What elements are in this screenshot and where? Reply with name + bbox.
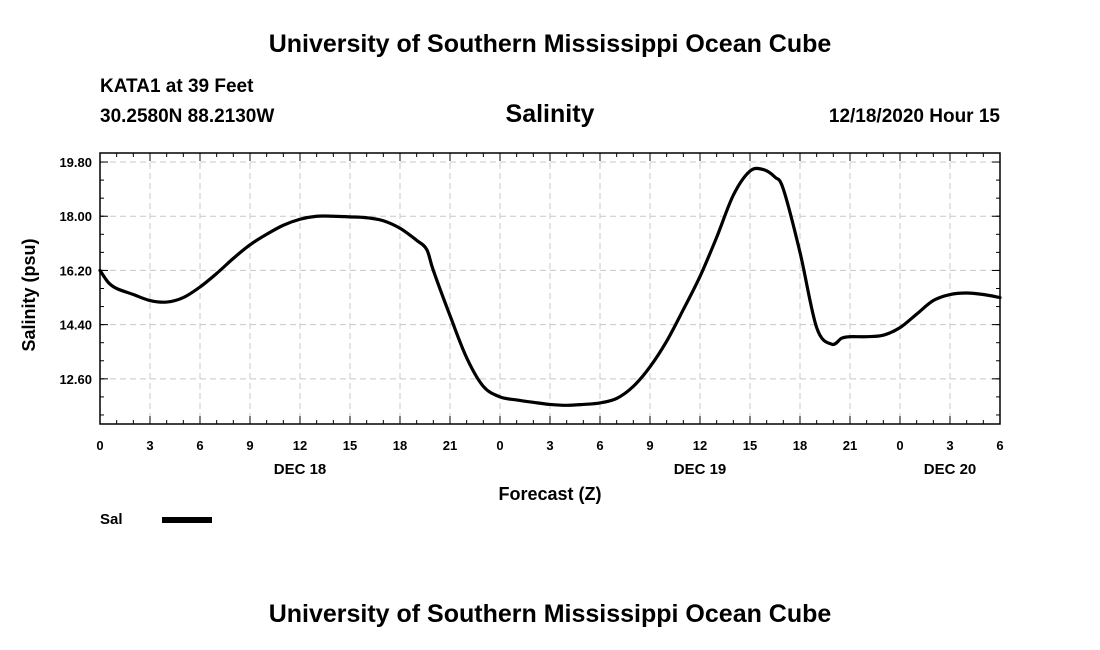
x-tick-label: 15 [343,438,357,453]
x-tick-label: 3 [146,438,153,453]
grid-lines [100,153,1000,424]
legend-label: Sal [100,511,123,528]
x-tick-label: 3 [546,438,553,453]
x-tick-label: 12 [293,438,307,453]
x-axis-label: Forecast (Z) [498,484,601,504]
x-tick-label: 0 [896,438,903,453]
series-line-sal [98,166,1002,407]
x-tick-label: 3 [946,438,953,453]
x-tick-label: 15 [743,438,757,453]
date-label: DEC 20 [924,461,977,478]
x-tick-label: 9 [646,438,653,453]
y-tick-label: 18.00 [59,209,92,224]
x-tick-label: 21 [443,438,457,453]
x-tick-label: 6 [996,438,1003,453]
x-tick-label: 0 [496,438,503,453]
y-tick-label: 12.60 [59,372,92,387]
x-tick-label: 6 [196,438,203,453]
tick-labels: 12.60 14.40 16.20 18.00 19.80 0 3 6 9 12 15 18 21 0 3 6… [59,155,1003,478]
x-tick-label: 9 [246,438,253,453]
forecast-timestamp: 12/18/2020 Hour 15 [828,106,1000,127]
y-axis-label: Salinity (psu) [19,238,39,351]
date-label: DEC 18 [274,461,327,478]
axis-ticks [99,153,1001,424]
x-tick-label: 0 [96,438,103,453]
page-title-top: University of Southern Mississippi Ocean… [268,30,832,58]
x-tick-label: 12 [693,438,707,453]
y-tick-label: 19.80 [59,155,92,170]
station-coordinates: 30.2580N 88.2130W [100,106,275,127]
x-tick-label: 18 [393,438,407,453]
page-title-bottom: University of Southern Mississippi Ocean… [268,600,832,628]
chart-title: Salinity [505,100,595,128]
station-name: KATA1 at 39 Feet [100,76,254,97]
y-tick-label: 14.40 [59,318,92,333]
y-tick-label: 16.20 [59,263,92,278]
x-tick-label: 6 [596,438,603,453]
date-label: DEC 19 [674,461,727,478]
x-tick-label: 18 [793,438,807,453]
x-tick-label: 21 [843,438,857,453]
